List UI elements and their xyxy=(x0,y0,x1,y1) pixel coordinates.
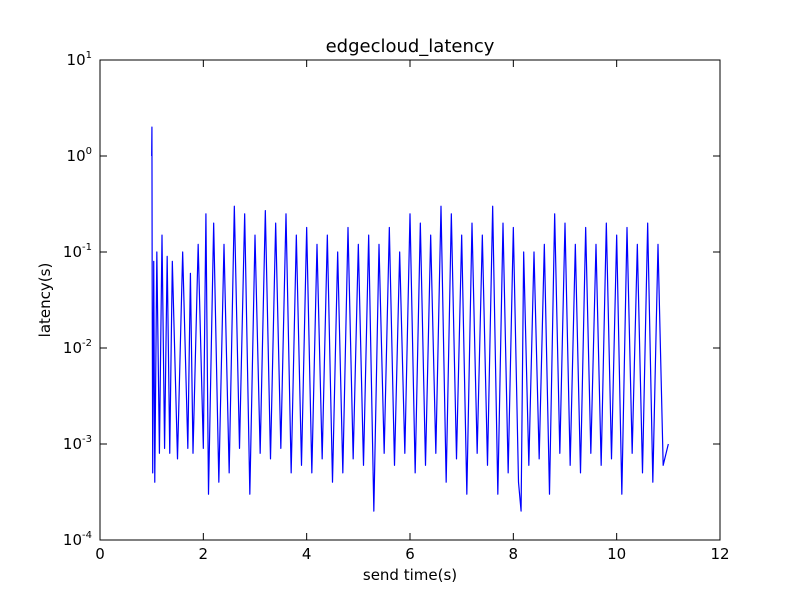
y-tick-exponent: -4 xyxy=(82,530,92,541)
y-tick-label: 10-2 xyxy=(63,338,92,357)
y-tick-exponent: -2 xyxy=(82,338,92,349)
y-tick-label: 100 xyxy=(67,146,92,165)
y-tick-exponent: -1 xyxy=(82,242,92,253)
x-tick-label: 4 xyxy=(302,545,312,563)
y-tick-exponent: 0 xyxy=(86,146,92,157)
y-tick-label: 10-3 xyxy=(63,434,92,453)
x-tick-label: 8 xyxy=(509,545,519,563)
y-axis-label: latency(s) xyxy=(36,263,54,338)
chart-title: edgecloud_latency xyxy=(326,36,495,57)
y-tick-label: 10-4 xyxy=(63,530,92,549)
x-tick-label: 10 xyxy=(607,545,626,563)
y-tick-base: 10 xyxy=(63,243,82,261)
y-tick-label: 10-1 xyxy=(63,242,92,261)
y-tick-label: 101 xyxy=(67,50,92,69)
x-axis-ticks: 0 2 4 6 8 10 12 xyxy=(95,60,730,563)
y-tick-base: 10 xyxy=(67,51,86,69)
y-tick-exponent: 1 xyxy=(86,50,92,61)
x-axis-label: send time(s) xyxy=(363,566,457,584)
y-tick-exponent: -3 xyxy=(82,434,92,445)
series-layer xyxy=(151,126,669,512)
x-tick-label: 12 xyxy=(710,545,729,563)
x-tick-label: 2 xyxy=(199,545,209,563)
x-tick-label: 0 xyxy=(95,545,105,563)
y-tick-base: 10 xyxy=(67,147,86,165)
x-tick-label: 6 xyxy=(405,545,415,563)
series-line-0 xyxy=(151,126,669,512)
plot-area xyxy=(100,60,720,540)
y-tick-base: 10 xyxy=(63,531,82,549)
y-tick-base: 10 xyxy=(63,339,82,357)
y-tick-base: 10 xyxy=(63,435,82,453)
